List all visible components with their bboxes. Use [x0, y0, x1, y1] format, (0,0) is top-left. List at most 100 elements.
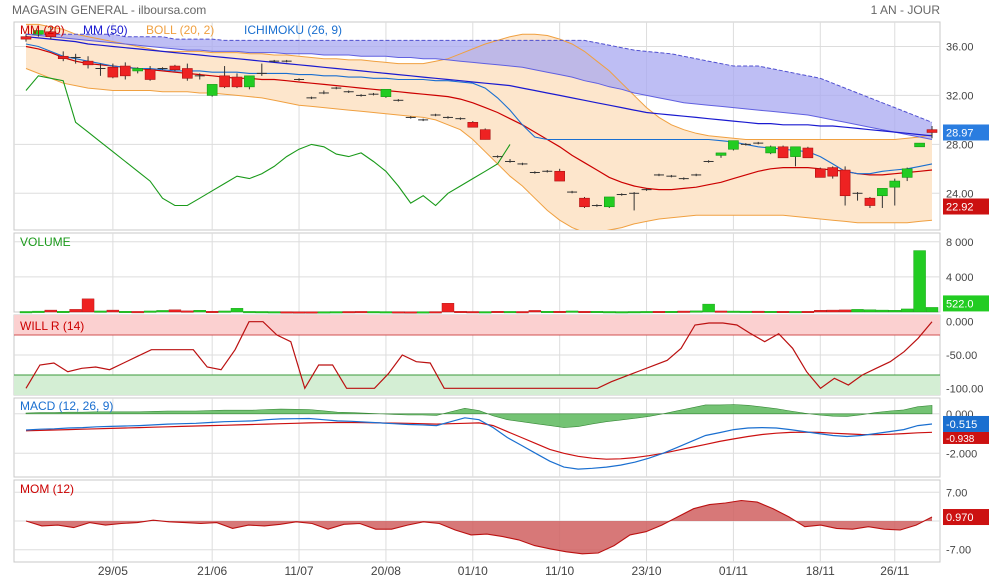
x-tick-label: 11/10: [545, 564, 574, 578]
candle: [356, 94, 367, 97]
candle-body: [579, 197, 590, 208]
volume-bar: [81, 298, 95, 313]
candle: [505, 159, 516, 163]
volume-bar: [342, 311, 355, 314]
volume-bar: [863, 309, 877, 313]
candle-body: [802, 147, 814, 159]
mom-area: [26, 500, 932, 554]
willr-oversold-zone: [14, 375, 940, 395]
volume-bar: [888, 310, 901, 313]
volume-bar: [429, 311, 442, 314]
candle: [306, 96, 317, 100]
candle: [889, 178, 901, 206]
candle: [740, 143, 751, 146]
candle: [517, 162, 528, 166]
candle: [182, 63, 193, 81]
candle: [567, 190, 578, 194]
x-tick-label: 26/11: [880, 564, 909, 578]
volume-bar: [615, 311, 628, 314]
ichimoku-cloud: [26, 34, 932, 140]
candle: [703, 160, 714, 163]
x-tick-label: 29/05: [98, 564, 128, 578]
x-tick-label: 01/10: [458, 564, 488, 578]
candle-body: [132, 68, 143, 72]
candle: [777, 145, 789, 159]
candle: [157, 67, 168, 70]
volume-bar: [268, 311, 281, 314]
candle: [418, 118, 429, 122]
candle: [455, 117, 466, 120]
candle: [926, 126, 938, 139]
volume-bar: [454, 311, 467, 313]
volume-frame: [13, 232, 941, 313]
mom-legend: MOM (12): [20, 482, 74, 496]
candle-body: [119, 65, 131, 77]
candle-body: [914, 142, 925, 148]
macd-line: [25, 417, 933, 470]
volume-bar: [677, 310, 690, 313]
candle: [57, 51, 69, 62]
volume-bar: [44, 309, 58, 313]
candle-body: [715, 152, 727, 156]
volume-bar: [19, 311, 33, 314]
candle: [45, 26, 57, 40]
candle: [430, 113, 441, 117]
volume-bar: [57, 311, 70, 313]
candle-body: [864, 197, 876, 206]
volume-bar: [491, 311, 504, 313]
mom-last-tag-bg: [943, 509, 989, 526]
candle-body: [380, 88, 392, 97]
mom-y-tick-label: 7.00: [946, 487, 967, 499]
volume-bar: [503, 311, 517, 314]
volume-bar: [106, 309, 120, 313]
volume-bar: [392, 311, 405, 314]
volume-bar: [702, 303, 715, 313]
volume-bar: [826, 309, 839, 313]
candle-body: [901, 168, 913, 178]
mm50-line: [25, 36, 933, 137]
volume-bar: [218, 310, 231, 313]
candle: [368, 92, 379, 96]
willr-legend: WILL R (14): [20, 319, 84, 333]
volume-bar: [814, 310, 827, 313]
candle-body: [889, 180, 901, 188]
volume-bar: [590, 311, 604, 313]
candle: [616, 193, 627, 196]
last-low-tag-bg: [943, 198, 989, 215]
candle: [231, 73, 243, 89]
candle: [132, 67, 143, 74]
candle: [144, 66, 156, 81]
candle: [666, 174, 677, 178]
price-legend-item: BOLL (20, 2): [146, 23, 214, 37]
ichimoku-span-b-line: [26, 33, 933, 123]
candle: [206, 84, 218, 97]
volume-bar: [193, 310, 206, 313]
candle: [20, 34, 32, 42]
volume-bar: [143, 310, 157, 313]
candle-body: [45, 31, 57, 37]
volume-bar: [243, 311, 256, 314]
macd-legend: MACD (12, 26, 9): [20, 399, 113, 413]
mom-last-tag: 0.970: [946, 512, 974, 524]
candle-body: [107, 66, 119, 78]
volume-bar: [900, 308, 914, 313]
volume-bar: [553, 311, 566, 313]
volume-bar: [603, 311, 616, 314]
price-legend-item: MM (50): [83, 23, 128, 37]
volume-bar: [466, 311, 479, 314]
volume-bar: [627, 311, 641, 314]
volume-bar: [776, 311, 790, 313]
macd-panel: 0.000-2.000: [13, 397, 977, 478]
signal-last-tag-bg: [943, 431, 989, 444]
candle-body: [244, 75, 255, 88]
volume-bar: [801, 311, 815, 313]
candle: [554, 168, 565, 182]
candle-body: [790, 146, 801, 157]
signal-last-tag: -0.938: [946, 434, 975, 445]
candle-body: [839, 169, 851, 197]
candle: [691, 173, 702, 177]
candle: [467, 121, 479, 128]
candle: [281, 59, 292, 63]
candle: [269, 59, 280, 63]
